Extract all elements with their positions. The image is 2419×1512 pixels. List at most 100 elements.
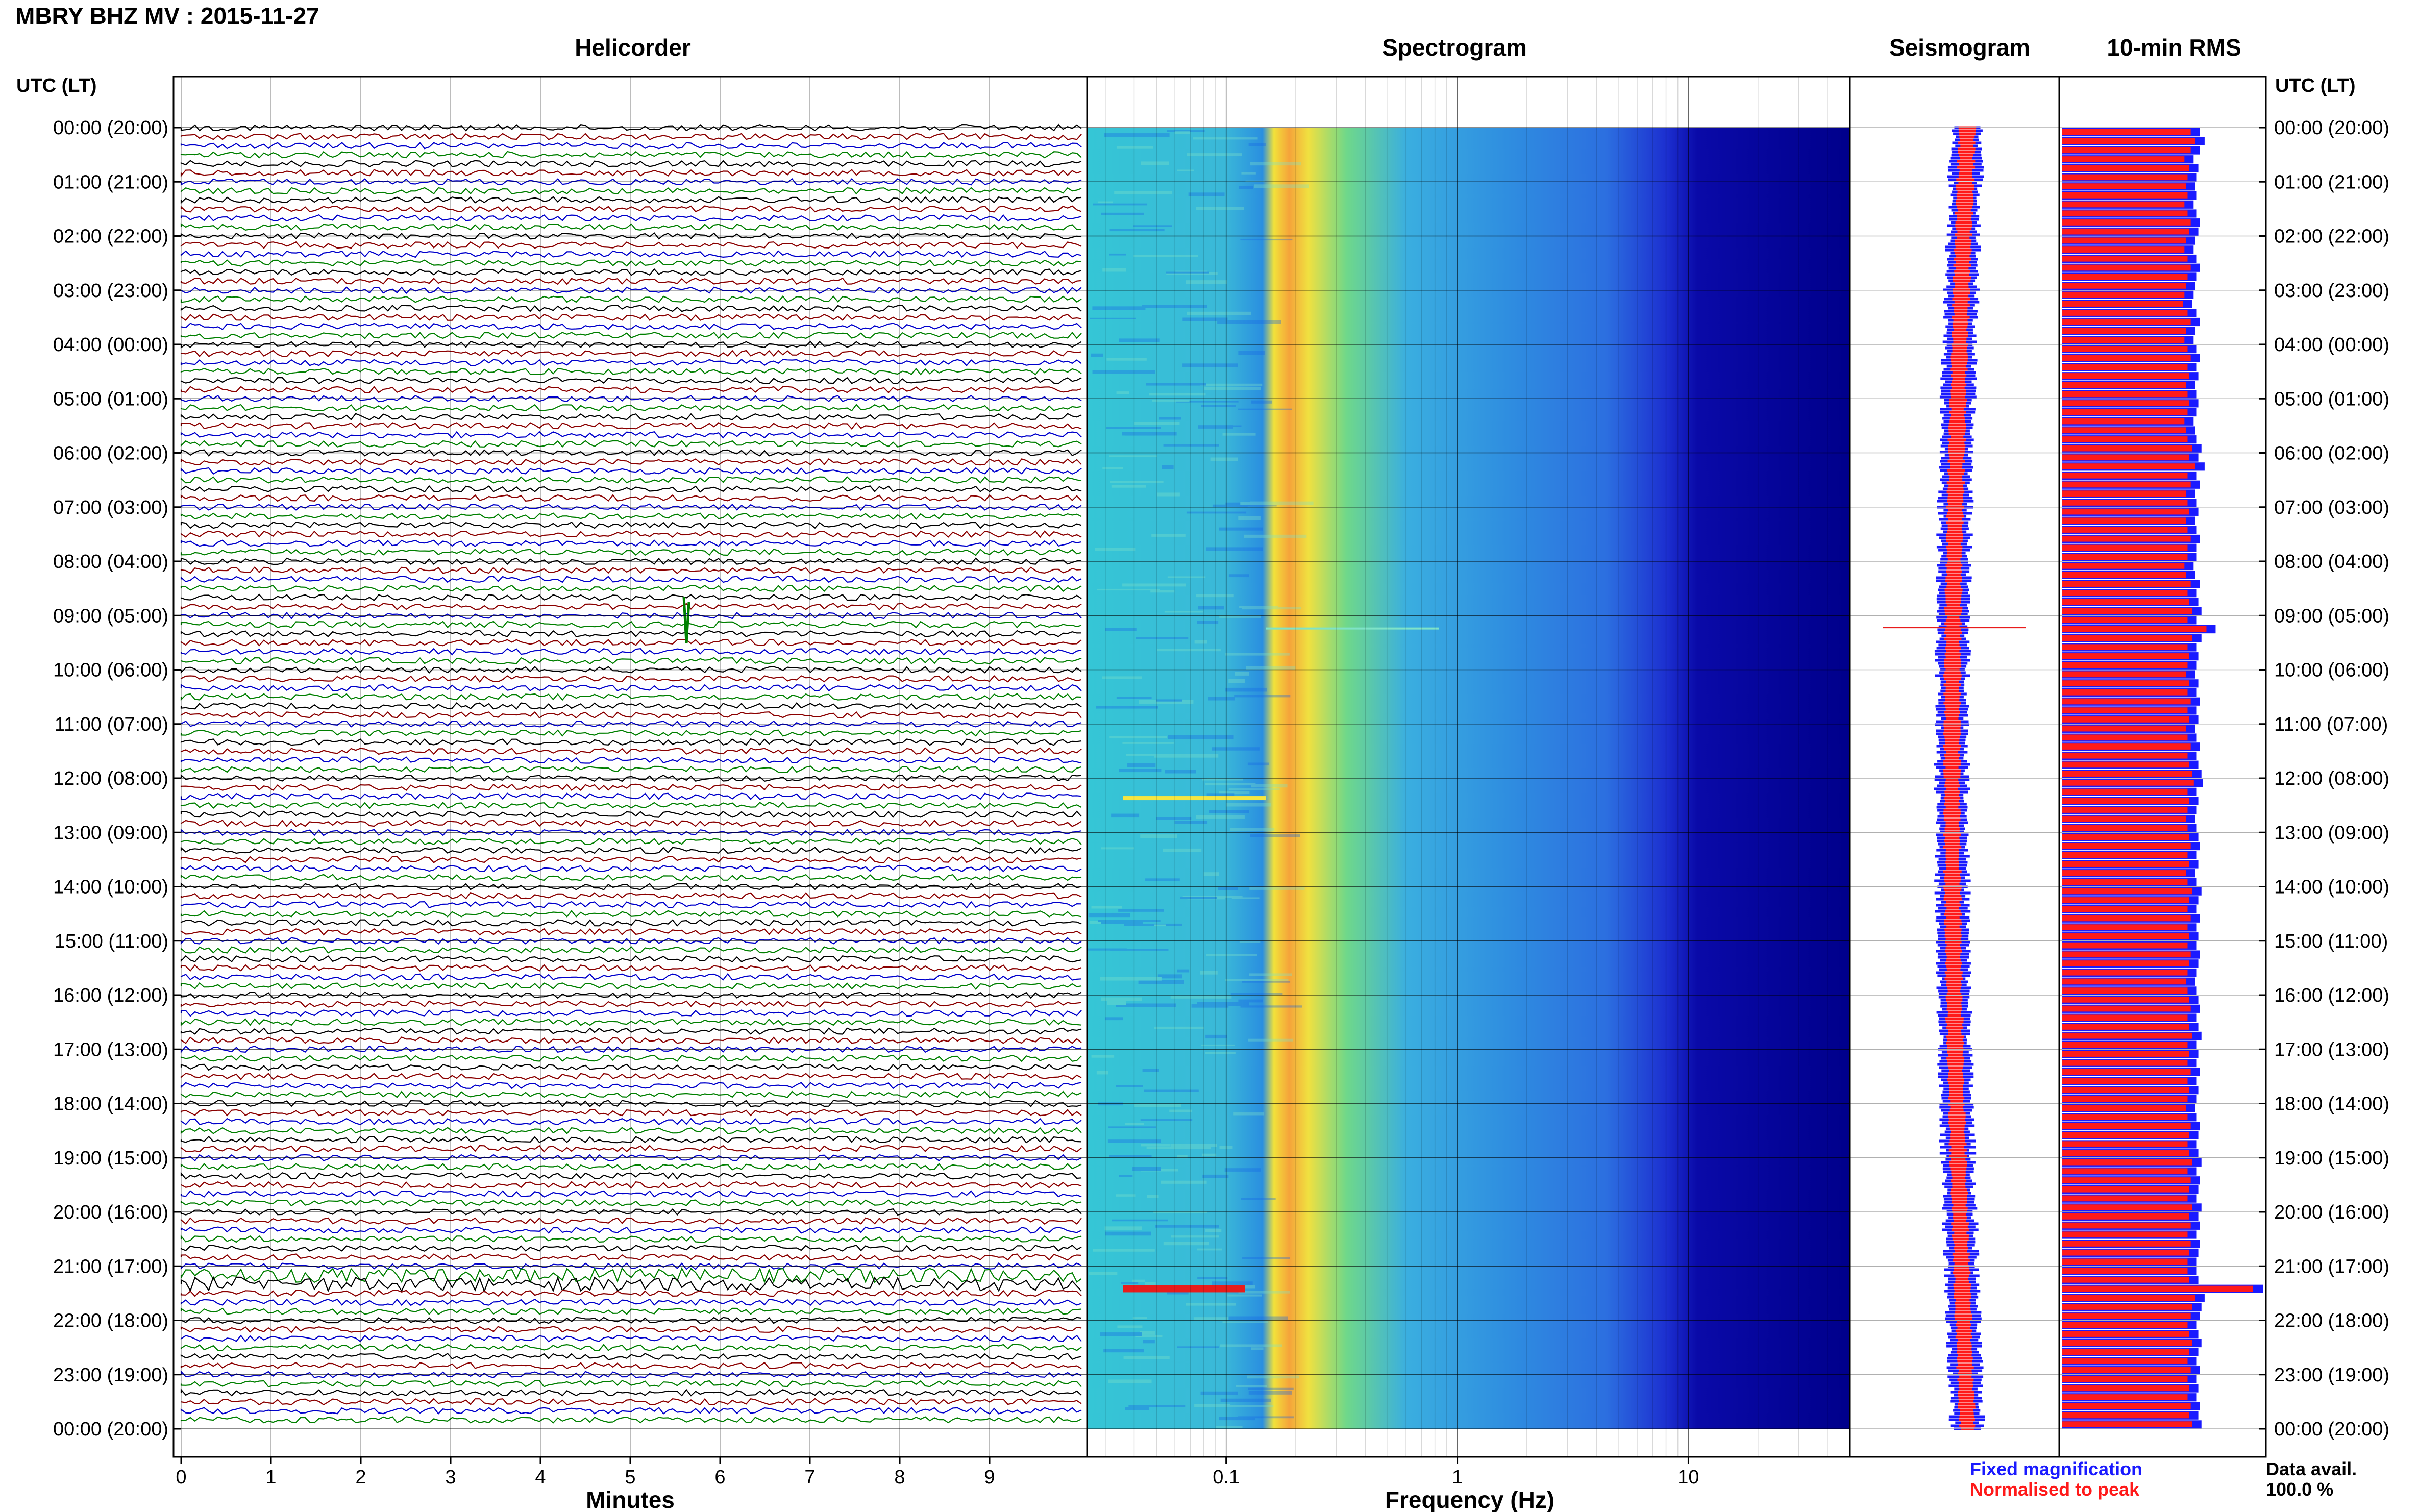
- rms-bar-normalised: [2062, 933, 2189, 939]
- rms-bar-normalised: [2062, 825, 2188, 831]
- helicorder-trace: [180, 295, 1082, 303]
- rms-bar-normalised: [2062, 1412, 2189, 1419]
- helicorder-trace: [180, 313, 1082, 321]
- helicorder-trace: [180, 928, 1082, 936]
- time-label-left: 17:00 (13:00): [53, 1039, 168, 1060]
- rms-bar-normalised: [2062, 581, 2191, 587]
- helicorder-trace: [180, 693, 1082, 701]
- time-label-left: 10:00 (06:00): [53, 660, 168, 681]
- rms-bar-normalised: [2062, 897, 2189, 903]
- rms-bar-normalised: [2062, 1312, 2191, 1319]
- helicorder-trace: [180, 630, 1082, 637]
- grid: [174, 77, 2266, 1457]
- helicorder-trace: [180, 214, 1082, 222]
- time-label-right: 23:00 (19:00): [2274, 1365, 2389, 1386]
- rms-bar-normalised: [2062, 1285, 2253, 1292]
- rms-bar-normalised: [2062, 680, 2189, 686]
- helicorder-trace: [180, 168, 1082, 178]
- rms-bar-normalised: [2062, 563, 2185, 569]
- rms-bar-normalised: [2062, 987, 2188, 994]
- helicorder-trace: [180, 1208, 1082, 1216]
- rms-bar-normalised: [2062, 590, 2188, 596]
- helicorder-trace: [180, 1361, 1082, 1370]
- rms-bar-normalised: [2062, 517, 2186, 524]
- rms-bar-normalised: [2062, 689, 2188, 696]
- helicorder-trace: [180, 666, 1082, 674]
- helicorder-trace: [180, 1325, 1082, 1333]
- helicorder-trace: [180, 603, 1082, 611]
- helicorder-trace: [180, 837, 1082, 846]
- rms-bar-normalised: [2062, 924, 2188, 931]
- rms-bar-normalised: [2062, 852, 2188, 858]
- helicorder-trace: [180, 1073, 1082, 1080]
- helicorder-trace: [180, 1154, 1082, 1162]
- rms-bar-normalised: [2062, 1258, 2188, 1265]
- rms-bar-normalised: [2062, 355, 2191, 361]
- helicorder-trace: [180, 566, 1082, 575]
- rms-bar-normalised: [2062, 228, 2189, 235]
- rms-bar-normalised: [2062, 798, 2189, 804]
- time-label-right: 01:00 (21:00): [2274, 171, 2389, 193]
- rms-bar-normalised: [2062, 1141, 2188, 1148]
- rms-bar-normalised: [2062, 599, 2189, 605]
- helicorder-trace: [180, 792, 1082, 800]
- time-label-right: 08:00 (04:00): [2274, 551, 2389, 573]
- helicorder-trace: [180, 548, 1082, 556]
- helicorder-trace: [180, 467, 1082, 475]
- helicorder-trace: [180, 160, 1082, 168]
- helicorder-trace: [180, 847, 1082, 855]
- rms-bar-normalised: [2062, 1204, 2192, 1210]
- time-label-left: 21:00 (17:00): [53, 1256, 168, 1277]
- time-label-right: 16:00 (12:00): [2274, 985, 2389, 1006]
- rms-bar-normalised: [2062, 210, 2188, 217]
- helicorder-trace: [180, 756, 1082, 764]
- helicorder-trace: [180, 801, 1082, 809]
- rms-bar-normalised: [2062, 1159, 2192, 1166]
- helicorder-trace: [180, 1054, 1082, 1062]
- helicorder-trace: [180, 521, 1082, 529]
- helicorder-trace: [180, 133, 1082, 141]
- helicorder-trace: [180, 386, 1082, 393]
- rms-bar-normalised: [2062, 1367, 2191, 1373]
- rms-bar-normalised: [2062, 283, 2186, 289]
- spectrogram-event: [1123, 796, 1266, 801]
- rms-bar-normalised: [2062, 771, 2192, 777]
- helicorder-trace: [180, 657, 1082, 665]
- helicorder-trace: [180, 404, 1082, 412]
- helicorder-trace: [180, 431, 1082, 439]
- helicorder-trace: [180, 340, 1082, 349]
- helicorder-trace: [180, 250, 1082, 258]
- time-label-right: 09:00 (05:00): [2274, 605, 2389, 627]
- helicorder-trace: [180, 367, 1082, 376]
- rms-bar-normalised: [2062, 1322, 2188, 1328]
- helicorder-trace: [180, 331, 1082, 339]
- data-avail-value: 100.0 %: [2266, 1479, 2334, 1500]
- time-label-right: 04:00 (00:00): [2274, 334, 2389, 356]
- rms-bar-normalised: [2062, 1358, 2188, 1365]
- helicorder-trace: [180, 584, 1082, 592]
- rms-bar-normalised: [2062, 635, 2192, 641]
- helicorder-trace: [180, 476, 1082, 484]
- helicorder-trace: [180, 277, 1082, 285]
- time-label-right: 00:00 (20:00): [2274, 117, 2389, 139]
- helicorder-trace: [180, 1081, 1082, 1089]
- rms-bar-normalised: [2062, 310, 2188, 316]
- rms-bar-normalised: [2062, 337, 2185, 343]
- helicorder-trace: [180, 1398, 1082, 1406]
- rms-bar-normalised: [2062, 1340, 2192, 1346]
- helicorder-trace: [180, 1267, 1082, 1284]
- time-label-right: 06:00 (02:00): [2274, 443, 2389, 464]
- helicorder-trace: [180, 1063, 1082, 1071]
- rms-bar-normalised: [2062, 237, 2186, 244]
- rms-bar-normalised: [2062, 427, 2186, 434]
- helicorder-trace: [180, 304, 1082, 312]
- time-label-right: 21:00 (17:00): [2274, 1256, 2389, 1277]
- time-label-left: 07:00 (03:00): [53, 497, 168, 518]
- rms-bar-normalised: [2062, 707, 2188, 714]
- helicorder-trace: [180, 729, 1082, 737]
- legend-normalised-to-peak: Normalised to peak: [1970, 1479, 2140, 1500]
- time-label-left: 00:00 (20:00): [53, 117, 168, 139]
- helicorder-trace: [180, 494, 1082, 502]
- helicorder-trace: [180, 394, 1082, 403]
- helicorder-trace: [180, 1226, 1082, 1234]
